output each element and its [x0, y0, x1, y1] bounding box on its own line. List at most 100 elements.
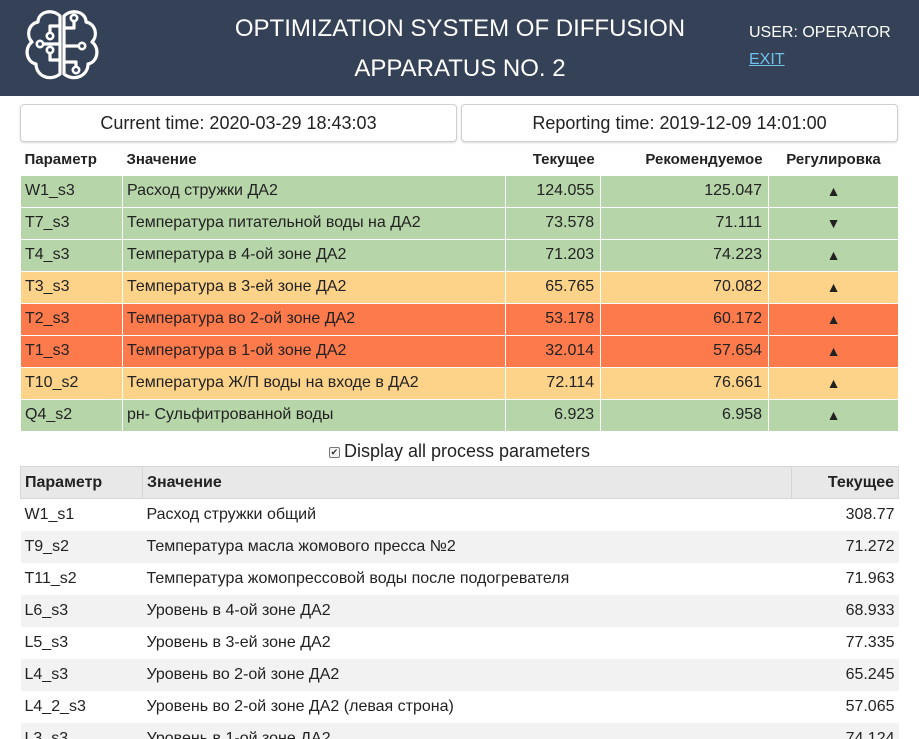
current-cell: 73.578 [505, 206, 602, 240]
column-header-param: Параметр [24, 151, 97, 169]
display-all-toggle[interactable]: ✔ Display all process parameters [0, 439, 919, 463]
param-cell: T10_s2 [20, 366, 123, 400]
arrow-up-icon: ▲ [768, 366, 899, 400]
table-row: T7_s3 Температура питательной воды на ДА2… [20, 206, 899, 240]
column-header-adjust: Регулировка [786, 151, 881, 169]
name-cell: Уровень во 2-ой зоне ДА2 (левая строна) [146, 697, 454, 715]
name-cell: Уровень во 2-ой зоне ДА2 [142, 658, 792, 691]
param-cell: T2_s3 [20, 302, 123, 336]
name-cell: Температура в 3-ей зоне ДА2 [121, 270, 507, 304]
column-header-name: Значение [126, 151, 197, 169]
current-cell: 71.272 [791, 530, 899, 563]
current-cell: 74.124 [791, 722, 899, 739]
name-cell: Уровень в 3-ей зоне ДА2 [146, 633, 331, 651]
name-cell: Температура Ж/П воды на входе в ДА2 [121, 366, 507, 400]
table-row: L4_s3 Уровень во 2-ой зоне ДА2 65.245 [20, 658, 899, 691]
reporting-time-box: Reporting time: 2019-12-09 14:01:00 [461, 104, 898, 142]
name-cell: Температура масла жомового пресса №2 [142, 530, 792, 563]
display-all-checkbox[interactable]: ✔ [328, 447, 340, 458]
column-header-current: Текущее [532, 151, 595, 169]
table-row: T11_s2 Температура жомопрессовой воды пос… [21, 563, 899, 595]
param-cell: T9_s2 [20, 530, 143, 563]
name-cell: Температура во 2-ой зоне ДА2 [121, 302, 507, 336]
param-cell: Q4_s2 [20, 398, 123, 432]
column-header-current: Текущее [791, 466, 899, 499]
param-cell: W1_s3 [20, 174, 123, 208]
table-row: Q4_s2 pн- Сульфитрованной воды 6.923 6.958 ▲ [20, 398, 899, 432]
user-label: USER: OPERATOR [749, 24, 891, 41]
arrow-up-icon: ▲ [768, 174, 899, 208]
column-header-recommended: Рекомендуемое [645, 151, 763, 169]
name-cell: Температура питательной воды на ДА2 [121, 206, 507, 240]
recommended-cell: 70.082 [600, 270, 770, 304]
table-row: W1_s3 Расход стружки ДА2 124.055 125.047 ▲ [20, 174, 899, 208]
name-cell: Температура в 1-ой зоне ДА2 [121, 334, 507, 368]
name-cell: Расход стружки ДА2 [121, 174, 507, 208]
arrow-up-icon: ▲ [768, 270, 899, 304]
param-cell: L6_s3 [20, 594, 143, 627]
table-row: T4_s3 Температура в 4-ой зоне ДА2 71.203 74… [20, 238, 899, 272]
current-cell: 308.77 [845, 505, 895, 523]
table-row: T3_s3 Температура в 3-ей зоне ДА2 65.765 70… [20, 270, 899, 304]
current-time-box: Current time: 2020-03-29 18:43:03 [20, 104, 457, 142]
column-header-name: Значение [141, 466, 793, 499]
current-cell: 57.065 [845, 697, 895, 715]
current-cell: 6.923 [505, 398, 602, 432]
arrow-up-icon: ▲ [768, 238, 899, 272]
name-cell: pн- Сульфитрованной воды [121, 398, 507, 432]
table-row: T2_s3 Температура во 2-ой зоне ДА2 53.178 6… [20, 302, 899, 336]
current-cell: 77.335 [845, 633, 895, 651]
recommended-cell: 6.958 [600, 398, 770, 432]
brain-circuit-icon [25, 10, 99, 80]
param-cell: T11_s2 [24, 569, 77, 587]
param-cell: T4_s3 [20, 238, 123, 272]
name-cell: Уровень в 1-ой зоне ДА2 [142, 722, 792, 739]
param-cell: W1_s1 [24, 505, 75, 523]
param-cell: L4_2_s3 [24, 697, 86, 715]
current-cell: 71.963 [845, 569, 895, 587]
current-cell: 65.245 [791, 658, 899, 691]
current-cell: 72.114 [505, 366, 602, 400]
table-header-row: Параметр Значение Текущее [20, 466, 899, 499]
arrow-down-icon: ▼ [768, 206, 899, 240]
recommended-cell: 74.223 [600, 238, 770, 272]
title-line-1: OPTIMIZATION SYSTEM OF DIFFUSION [234, 15, 686, 42]
name-cell: Температура в 4-ой зоне ДА2 [121, 238, 507, 272]
param-cell: L3_s3 [20, 722, 143, 739]
display-all-label: Display all process parameters [343, 441, 591, 461]
table-row: T9_s2 Температура масла жомового пресса №… [20, 530, 899, 563]
name-cell: Расход стружки общий [146, 505, 317, 523]
title-line-2: APPARATUS NO. 2 [354, 55, 566, 82]
recommendations-table: Параметр Значение Текущее Рекомендуемое … [20, 145, 899, 432]
arrow-up-icon: ▲ [768, 302, 899, 336]
param-cell: T1_s3 [20, 334, 123, 368]
current-cell: 71.203 [505, 238, 602, 272]
table-row: W1_s1 Расход стружки общий 308.77 [21, 499, 899, 531]
current-cell: 32.014 [505, 334, 602, 368]
name-cell: Температура жомопрессовой воды после под… [146, 569, 570, 587]
app-title: OPTIMIZATION SYSTEM OF DIFFUSION APPARAT… [195, 9, 725, 89]
param-cell: T3_s3 [20, 270, 123, 304]
column-header-param: Параметр [20, 466, 143, 499]
recommended-cell: 76.661 [600, 366, 770, 400]
table-row: T1_s3 Температура в 1-ой зоне ДА2 32.014 57… [20, 334, 899, 368]
recommended-cell: 60.172 [600, 302, 770, 336]
current-cell: 68.933 [791, 594, 899, 627]
recommended-cell: 125.047 [600, 174, 770, 208]
arrow-up-icon: ▲ [768, 334, 899, 368]
recommended-cell: 71.111 [600, 206, 770, 240]
table-header-row: Параметр Значение Текущее Рекомендуемое … [21, 145, 899, 175]
app-header: OPTIMIZATION SYSTEM OF DIFFUSION APPARAT… [0, 0, 919, 96]
table-row: L3_s3 Уровень в 1-ой зоне ДА2 74.124 [20, 722, 899, 739]
table-row: L4_2_s3 Уровень во 2-ой зоне ДА2 (левая с… [21, 691, 899, 723]
param-cell: L4_s3 [20, 658, 143, 691]
name-cell: Уровень в 4-ой зоне ДА2 [142, 594, 792, 627]
table-row: L6_s3 Уровень в 4-ой зоне ДА2 68.933 [20, 594, 899, 627]
table-row: T10_s2 Температура Ж/П воды на входе в ДА… [20, 366, 899, 400]
current-cell: 53.178 [505, 302, 602, 336]
param-cell: L5_s3 [24, 633, 69, 651]
arrow-up-icon: ▲ [768, 398, 899, 432]
exit-link[interactable]: EXIT [749, 51, 785, 68]
current-cell: 65.765 [505, 270, 602, 304]
all-parameters-table: Параметр Значение Текущее W1_s1 Расход ст… [20, 466, 899, 739]
